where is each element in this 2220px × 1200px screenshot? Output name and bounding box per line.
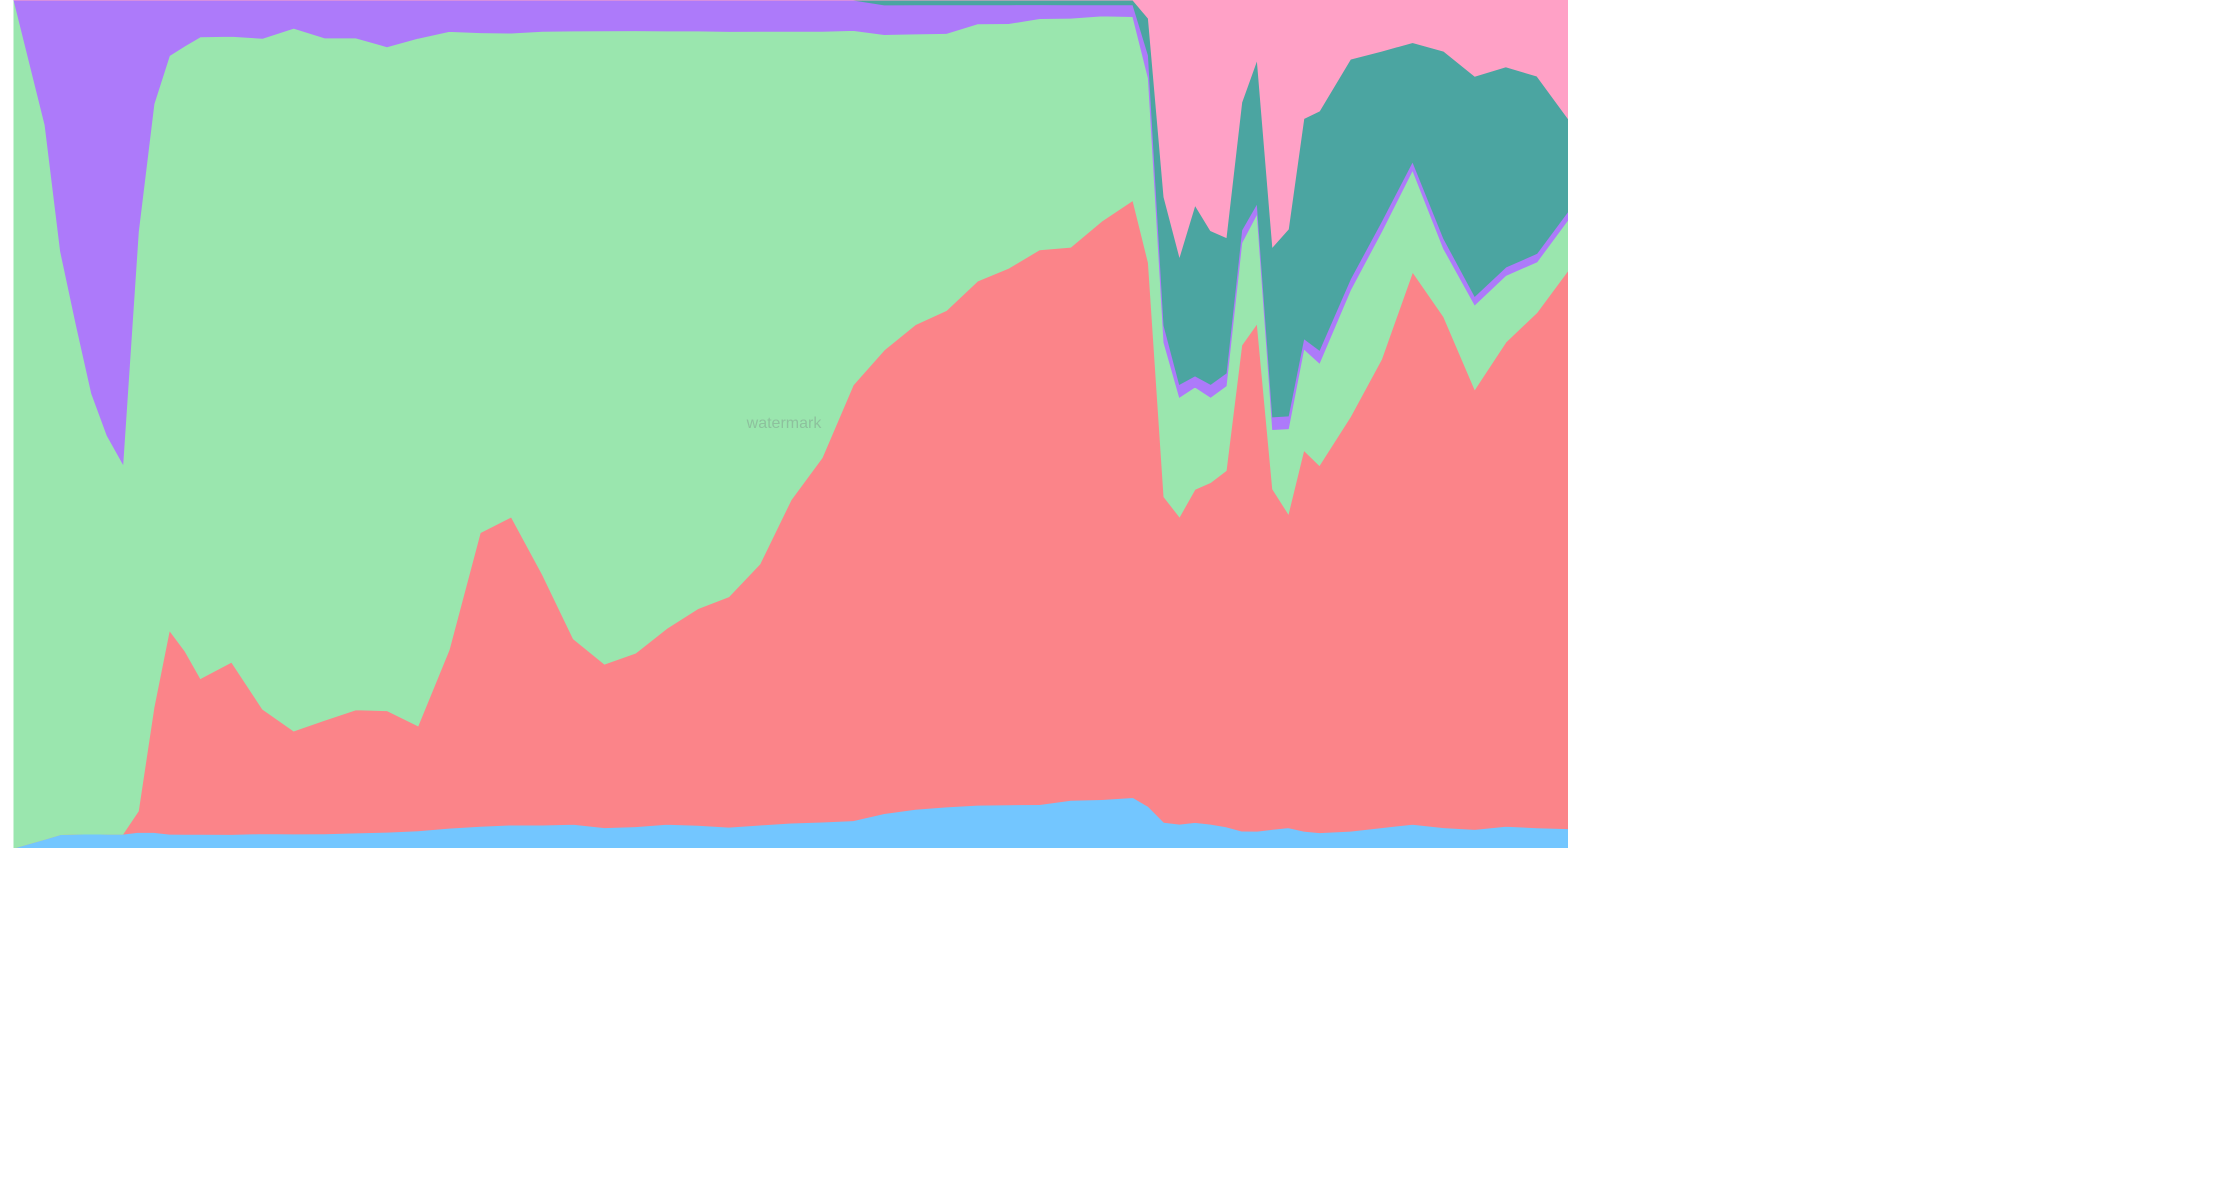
chart-plot-area: watermark	[13, 0, 1569, 849]
stacked-area-chart: watermark	[0, 0, 1569, 849]
area-layers	[13, 0, 1569, 849]
watermark-label: watermark	[746, 415, 823, 432]
